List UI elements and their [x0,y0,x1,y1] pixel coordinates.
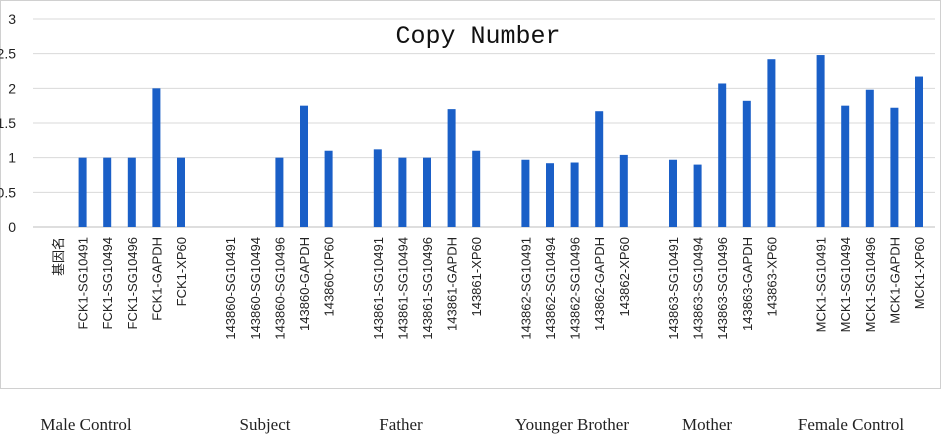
x-tick-label: FCK1-XP60 [174,237,189,306]
bar [373,149,382,227]
bar [890,107,899,227]
x-tick-label: 143860-SG10491 [223,237,238,340]
x-tick-label: 143863-GAPDH [740,237,755,331]
group-label: Father [379,415,423,434]
group-label: Younger Brother [515,415,629,434]
bar [816,55,825,228]
bar [619,154,628,227]
chart-area: 0 0.5 1 1.5 2 2.5 3 基因名 FCK1-SG10491 FCK1-SG1049… [0,0,941,389]
bar [841,105,850,227]
group-label: Male Control [40,415,132,434]
bar [546,163,554,227]
group-label: Subject [239,415,291,434]
y-tick-label: 1.5 [0,115,16,131]
x-tick-label: MCK1-XP60 [912,237,927,309]
x-tick-label: 143862-SG10494 [543,237,558,340]
x-tick-label: 143860-XP60 [322,237,337,317]
bar [693,164,702,227]
y-tick-label: 0 [8,219,16,235]
bar [767,59,776,227]
bar [152,88,161,227]
bar [595,111,604,227]
x-tick-label: 143860-SG10496 [272,237,287,340]
x-tick-label: 143863-XP60 [764,237,779,317]
bar [103,157,112,227]
x-tick-label: 143860-SG10494 [248,237,263,340]
x-tick-label: 143861-SG10494 [395,237,410,340]
x-tick-label: MCK1-SG10496 [863,237,878,332]
x-tick-label: MCK1-GAPDH [887,237,902,324]
x-tick-label: FCK1-SG10491 [76,237,91,330]
x-tick-label: 143862-SG10491 [518,237,533,340]
bar [177,157,185,227]
bar [78,157,87,227]
x-tick-label: MCK1-SG10491 [814,237,829,332]
bar [472,150,481,227]
x-tick-label: 143862-XP60 [617,237,632,317]
x-tick-label: FCK1-SG10496 [125,237,140,330]
y-tick-label: 2 [8,80,16,96]
group-label: Female Control [797,415,905,434]
y-tick-label: 0.5 [0,184,16,200]
bar [447,109,456,227]
bar [521,159,530,227]
bar [915,76,923,228]
chart-title: Copy Number [395,22,560,51]
y-tick-label: 3 [8,11,16,27]
x-tick-label: 143861-SG10491 [371,237,386,340]
x-tick-label: 基因名 [51,237,66,276]
y-tick-label: 1 [8,150,16,166]
bar-chart: 0 0.5 1 1.5 2 2.5 3 基因名 FCK1-SG10491 FCK1-SG1049… [0,0,941,389]
x-tick-label: 143861-XP60 [469,237,484,317]
bar [275,157,284,227]
bar [865,89,874,227]
bar [742,100,751,227]
x-tick-label: 143863-SG10496 [715,237,730,340]
x-tick-label: FCK1-GAPDH [149,237,164,321]
bar [398,157,407,227]
x-tick-label: 143861-GAPDH [445,237,460,331]
x-tick-label: 143862-GAPDH [592,237,607,331]
bar [718,83,727,227]
bar [669,159,677,227]
x-tick-label: 143862-SG10496 [568,237,583,340]
bar [423,157,431,227]
x-tick-label: 143863-SG10491 [666,237,681,340]
x-tick-label: FCK1-SG10494 [100,237,115,330]
y-tick-label: 2.5 [0,46,16,62]
bar [324,150,333,227]
x-tick-label: 143860-GAPDH [297,237,312,331]
bar [300,105,308,227]
group-label: Mother [681,415,733,434]
x-tick-label: MCK1-SG10494 [838,237,853,332]
x-tick-label: 143861-SG10496 [420,237,435,340]
bar [570,162,579,227]
chart-border [0,0,941,389]
bar [127,157,136,227]
x-tick-label: 143863-SG10494 [691,237,706,340]
